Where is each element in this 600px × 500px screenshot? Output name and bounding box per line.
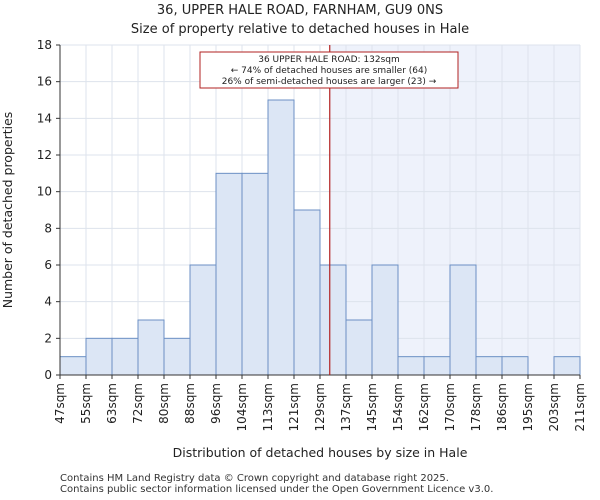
histogram-bar bbox=[189, 264, 217, 376]
y-tick-label: 18 bbox=[37, 38, 52, 52]
footer-line-2: Contains public sector information licen… bbox=[60, 484, 494, 495]
histogram-bar bbox=[293, 209, 321, 376]
histogram-bar bbox=[371, 264, 399, 376]
y-tick-label: 14 bbox=[37, 111, 52, 125]
histogram-bar bbox=[111, 337, 139, 376]
histogram-bar bbox=[215, 172, 243, 376]
x-tick-label: 96sqm bbox=[209, 383, 223, 424]
y-tick-label: 2 bbox=[44, 331, 52, 345]
x-tick-label: 145sqm bbox=[365, 383, 379, 431]
histogram-bar bbox=[501, 356, 529, 376]
histogram-bar bbox=[163, 337, 191, 376]
histogram-bar bbox=[267, 99, 295, 376]
x-tick-label: 211sqm bbox=[573, 383, 587, 431]
x-tick-label: 104sqm bbox=[235, 383, 249, 431]
x-tick-label: 55sqm bbox=[79, 383, 93, 424]
histogram-bar bbox=[397, 356, 425, 376]
x-tick-label: 178sqm bbox=[469, 383, 483, 431]
x-tick-label: 113sqm bbox=[261, 383, 275, 431]
x-tick-label: 162sqm bbox=[417, 383, 431, 431]
annotation-line: ← 74% of detached houses are smaller (64… bbox=[231, 66, 428, 76]
histogram-bar bbox=[59, 356, 87, 376]
x-tick-label: 186sqm bbox=[495, 383, 509, 431]
x-tick-label: 195sqm bbox=[521, 383, 535, 431]
x-tick-label: 88sqm bbox=[183, 383, 197, 424]
x-tick-label: 80sqm bbox=[157, 383, 171, 424]
y-axis-label: Number of detached properties bbox=[0, 112, 15, 309]
x-tick-label: 47sqm bbox=[53, 383, 67, 424]
histogram-bar bbox=[553, 356, 581, 376]
y-tick-label: 8 bbox=[44, 221, 52, 235]
x-tick-label: 154sqm bbox=[391, 383, 405, 431]
histogram-bar bbox=[449, 264, 477, 376]
y-tick-label: 0 bbox=[44, 368, 52, 382]
annotation-box bbox=[199, 51, 459, 89]
x-axis-label: Distribution of detached houses by size … bbox=[173, 445, 468, 460]
x-tick-label: 63sqm bbox=[105, 383, 119, 424]
y-tick-label: 4 bbox=[44, 295, 52, 309]
histogram-bar bbox=[137, 319, 165, 376]
x-tick-label: 121sqm bbox=[287, 383, 301, 431]
x-tick-label: 72sqm bbox=[131, 383, 145, 424]
y-tick-label: 6 bbox=[44, 258, 52, 272]
annotation-line: 26% of semi-detached houses are larger (… bbox=[222, 77, 437, 87]
histogram-bar bbox=[319, 264, 347, 376]
chart-title: 36, UPPER HALE ROAD, FARNHAM, GU9 0NS bbox=[157, 3, 443, 18]
chart-subtitle: Size of property relative to detached ho… bbox=[131, 22, 469, 37]
x-tick-label: 137sqm bbox=[339, 383, 353, 431]
histogram-bar bbox=[241, 172, 269, 376]
footer-line-1: Contains HM Land Registry data © Crown c… bbox=[60, 473, 449, 484]
histogram-bar bbox=[423, 356, 451, 376]
x-tick-label: 170sqm bbox=[443, 383, 457, 431]
y-tick-label: 10 bbox=[37, 185, 52, 199]
histogram-bar bbox=[345, 319, 373, 376]
y-tick-label: 12 bbox=[37, 148, 52, 162]
annotation-line: 36 UPPER HALE ROAD: 132sqm bbox=[258, 55, 400, 65]
plot-area: 0 2 4 6 8 10 12 14 16 18 47sqm 55sqm 63sqm 72sqm 80sqm… bbox=[37, 38, 587, 431]
y-tick-label: 16 bbox=[37, 75, 52, 89]
histogram-bar bbox=[85, 337, 113, 376]
x-tick-label: 203sqm bbox=[547, 383, 561, 431]
x-tick-label: 129sqm bbox=[313, 383, 327, 431]
histogram-bar bbox=[475, 356, 503, 376]
